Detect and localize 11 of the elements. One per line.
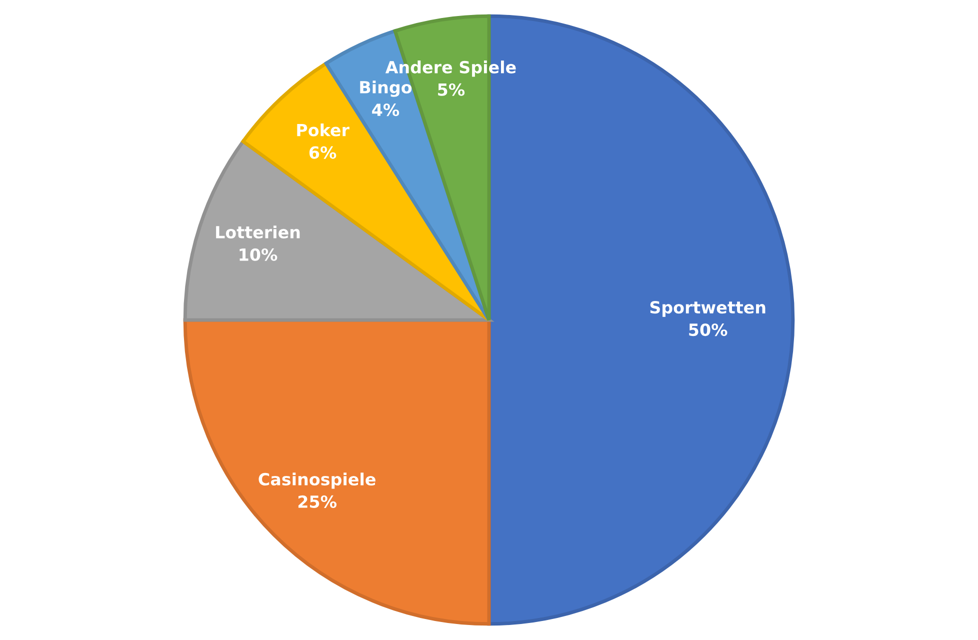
data-label: 50% [689,323,728,336]
data-label: 5% [438,83,465,96]
slice-label: Sportwetten [650,301,766,317]
slice-label: Lotterien [216,226,300,238]
data-label: 6% [309,146,336,159]
slice-label: Casinospiele [258,472,376,489]
data-label: 10% [240,248,278,261]
data-label: 4% [372,104,400,116]
slice-label: Poker [297,123,350,136]
data-label: 25% [298,495,336,508]
slice-label: Bingo [360,80,412,97]
